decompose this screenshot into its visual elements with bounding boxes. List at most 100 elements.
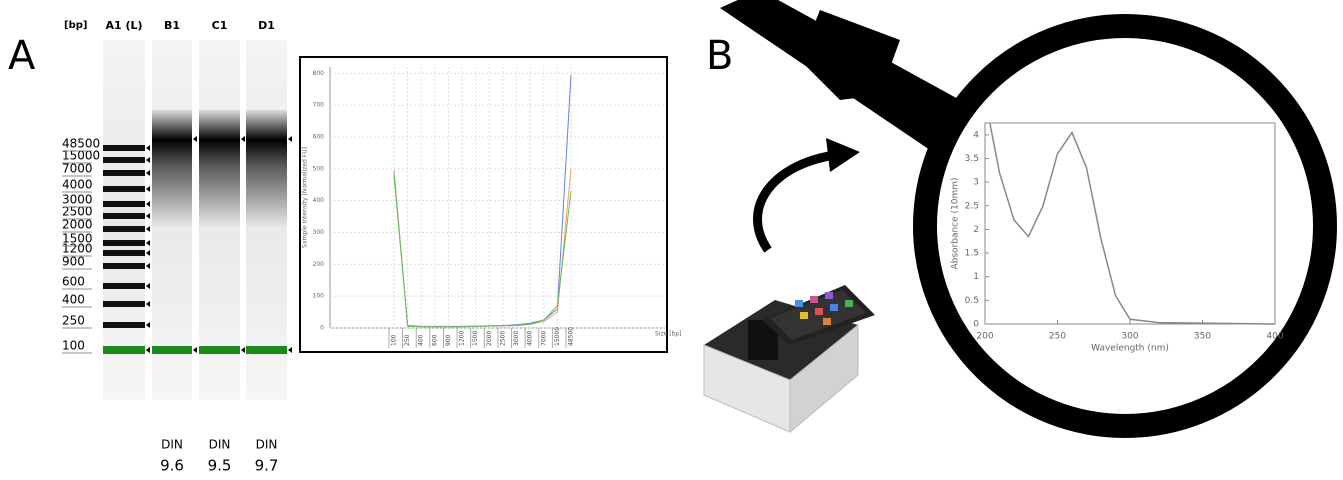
band-pointer	[146, 213, 150, 219]
magnifier-handle	[800, 10, 900, 100]
x-tick-label: 2000	[486, 331, 493, 346]
band-pointer	[241, 136, 245, 142]
band-pointer	[146, 250, 150, 256]
x-tick-label: 2500	[499, 331, 506, 346]
din-value: 9.7	[255, 457, 279, 475]
ladder-band	[103, 201, 145, 207]
x-tick-label: 600	[431, 334, 438, 346]
band-pointer	[288, 136, 292, 142]
plot-area	[984, 122, 1276, 325]
ladder-label: 100	[62, 339, 85, 353]
band-pointer	[146, 240, 150, 246]
marker-band	[103, 346, 145, 354]
ladder-label: 1500	[62, 232, 93, 246]
x-tick-label: 300	[1121, 332, 1138, 342]
ladder-label: 400	[62, 293, 85, 307]
ladder-band	[103, 263, 145, 269]
y-tick-label: 200	[313, 261, 325, 268]
y-tick-label: 2	[973, 225, 979, 235]
sample-smear	[246, 110, 287, 230]
ladder-band	[103, 213, 145, 219]
ladder-band	[103, 322, 145, 328]
ladder-label: 48500	[62, 137, 100, 151]
ladder-band	[103, 226, 145, 232]
arrow	[753, 150, 836, 253]
ladder-band	[103, 145, 145, 151]
x-tick-label: 100	[391, 334, 398, 346]
din-label: DIN	[161, 438, 183, 452]
plot-frame	[299, 56, 668, 353]
y-tick-label: 1	[973, 272, 979, 282]
ladder-label: 1200	[62, 242, 93, 256]
ladder-label: 2000	[62, 218, 93, 232]
x-tick-label: 250	[404, 334, 411, 346]
ladder-band	[103, 186, 145, 192]
band-pointer	[193, 136, 197, 142]
y-tick-label: 100	[313, 293, 325, 300]
panel-label: B	[706, 33, 733, 79]
ladder-label: 15000	[62, 149, 100, 163]
x-axis-label: Size [bp]	[655, 331, 682, 338]
ladder-band	[103, 157, 145, 163]
x-tick-label: 350	[1194, 332, 1211, 342]
y-axis-label: Sample Intensity [Normalized FU]	[302, 147, 309, 248]
band-pointer	[146, 226, 150, 232]
x-tick-label: 1500	[472, 331, 479, 346]
unit-label: [bp]	[64, 20, 87, 31]
x-tick-label: 48500	[568, 327, 575, 346]
ladder-band	[103, 250, 145, 256]
ladder-label: 4000	[62, 178, 93, 192]
x-tick-label: 4000	[527, 331, 534, 346]
arrow-head	[826, 138, 860, 172]
band-pointer	[146, 347, 150, 353]
y-tick-label: 800	[313, 70, 325, 77]
y-tick-label: 600	[313, 134, 325, 141]
ladder-label: 3000	[62, 193, 93, 207]
band-pointer	[146, 301, 150, 307]
x-tick-label: 15000	[554, 327, 561, 346]
y-axis-label: Absorbance (10mm)	[951, 177, 961, 269]
band-pointer	[146, 170, 150, 176]
x-tick-label: 7000	[540, 331, 547, 346]
band-pointer	[241, 347, 245, 353]
band-pointer	[146, 263, 150, 269]
ladder-label: 250	[62, 314, 85, 328]
y-tick-label: 1.5	[965, 249, 979, 259]
magnifier-lens	[913, 14, 1337, 438]
band-pointer	[146, 201, 150, 207]
lane-label: B1	[164, 19, 180, 32]
ladder-band	[103, 170, 145, 176]
sample-smear	[152, 110, 192, 230]
ladder-band	[103, 240, 145, 246]
marker-band	[246, 346, 287, 354]
x-tick-label: 1200	[459, 331, 466, 346]
x-tick-label: 400	[418, 334, 425, 346]
y-tick-label: 700	[313, 102, 325, 109]
y-tick-label: 0	[320, 325, 324, 332]
marker-band	[199, 346, 240, 354]
panel-label: A	[8, 33, 36, 79]
data-line	[989, 123, 1275, 325]
y-tick-label: 3	[973, 178, 979, 188]
x-tick-label: 250	[1049, 332, 1066, 342]
lane-label: A1 (L)	[105, 19, 142, 32]
band-pointer	[146, 283, 150, 289]
band-pointer	[146, 157, 150, 163]
x-axis-label: Wavelength (nm)	[1091, 344, 1169, 354]
y-tick-label: 2.5	[965, 201, 979, 211]
band-pointer	[146, 322, 150, 328]
ladder-label: 7000	[62, 162, 93, 176]
y-tick-label: 400	[313, 197, 325, 204]
x-tick-label: 200	[976, 332, 993, 342]
ladder-band	[103, 283, 145, 289]
din-value: 9.6	[160, 457, 184, 475]
ladder-label: 900	[62, 255, 85, 269]
x-tick-label: 400	[1266, 332, 1283, 342]
band-pointer	[193, 347, 197, 353]
lane-label: D1	[258, 19, 275, 32]
y-tick-label: 0.5	[965, 296, 979, 306]
ladder-band	[103, 301, 145, 307]
data-line	[393, 175, 572, 328]
x-tick-label: 3000	[513, 331, 520, 346]
